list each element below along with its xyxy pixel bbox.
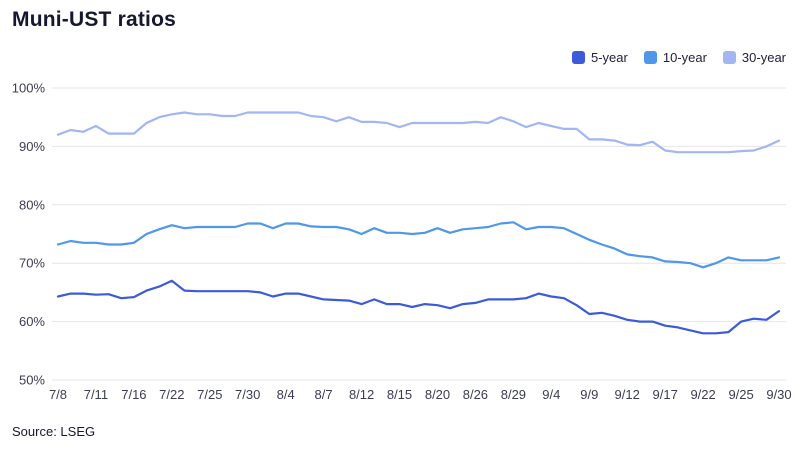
chart-canvas: 100%90%80%70%60%50%7/8 7/11 7/16 7/22 7/25 7/…: [12, 81, 792, 403]
x-tick-label: 7/8: [49, 387, 67, 402]
y-tick-label: 60%: [19, 314, 45, 329]
x-tick-label: 7/22: [159, 387, 184, 402]
y-tick-label: 50%: [19, 373, 45, 388]
x-tick-label: 7/11: [84, 387, 108, 402]
x-tick-label: 9/22: [690, 387, 715, 402]
x-tick-label: 9/12: [615, 387, 640, 402]
x-tick-label: 8/7: [315, 387, 333, 402]
x-tick-label: 9/17: [653, 387, 678, 402]
legend-item-30-year: 30-year: [722, 50, 786, 65]
chart-area: 100% 90% 80% 70% 60% 50% 7/8 7/11 7/16 7/22 7/25 7/…: [0, 72, 800, 407]
x-tick-label: 7/16: [121, 387, 146, 402]
x-tick-label: 7/30: [235, 387, 260, 402]
x-tick-label: 9/9: [580, 387, 598, 402]
legend-swatch-5-year: [571, 51, 585, 64]
x-tick-label: 8/15: [387, 387, 412, 402]
chart-title: Muni-UST ratios: [12, 8, 176, 31]
y-axis-labels: 100% 90% 80% 70% 60% 50%: [12, 81, 46, 388]
x-tick-label: 9/30: [766, 387, 791, 402]
x-tick-label: 8/12: [349, 387, 374, 402]
legend-label: 5-year: [590, 50, 628, 65]
x-axis-labels: 7/8 7/11 7/16 7/22 7/25 7/30 8/4 8/7 8/12 8/15 8/2…: [49, 387, 792, 402]
legend-swatch-30-year: [722, 51, 736, 64]
legend: 5-year 10-year 30-year: [571, 50, 786, 65]
y-tick-label: 70%: [19, 256, 45, 271]
series-line-5-year: [56, 279, 781, 335]
x-tick-label: 9/25: [728, 387, 753, 402]
x-tick-label: 8/26: [463, 387, 488, 402]
legend-item-5-year: 5-year: [571, 50, 628, 65]
series-line-10-year: [56, 221, 781, 269]
legend-item-10-year: 10-year: [643, 50, 707, 65]
series-line-30-year: [56, 111, 781, 154]
legend-swatch-10-year: [643, 51, 657, 64]
x-tick-label: 8/4: [277, 387, 295, 402]
y-tick-label: 80%: [19, 197, 45, 212]
gridlines: [52, 87, 786, 381]
legend-label: 10-year: [662, 50, 707, 65]
y-tick-label: 90%: [19, 139, 45, 154]
x-tick-label: 8/29: [501, 387, 526, 402]
x-tick-label: 7/25: [197, 387, 222, 402]
x-tick-label: 9/4: [542, 387, 560, 402]
legend-label: 30-year: [741, 50, 786, 65]
source-note: Source: LSEG: [12, 424, 96, 439]
y-tick-label: 100%: [12, 81, 46, 96]
x-tick-label: 8/20: [425, 387, 450, 402]
